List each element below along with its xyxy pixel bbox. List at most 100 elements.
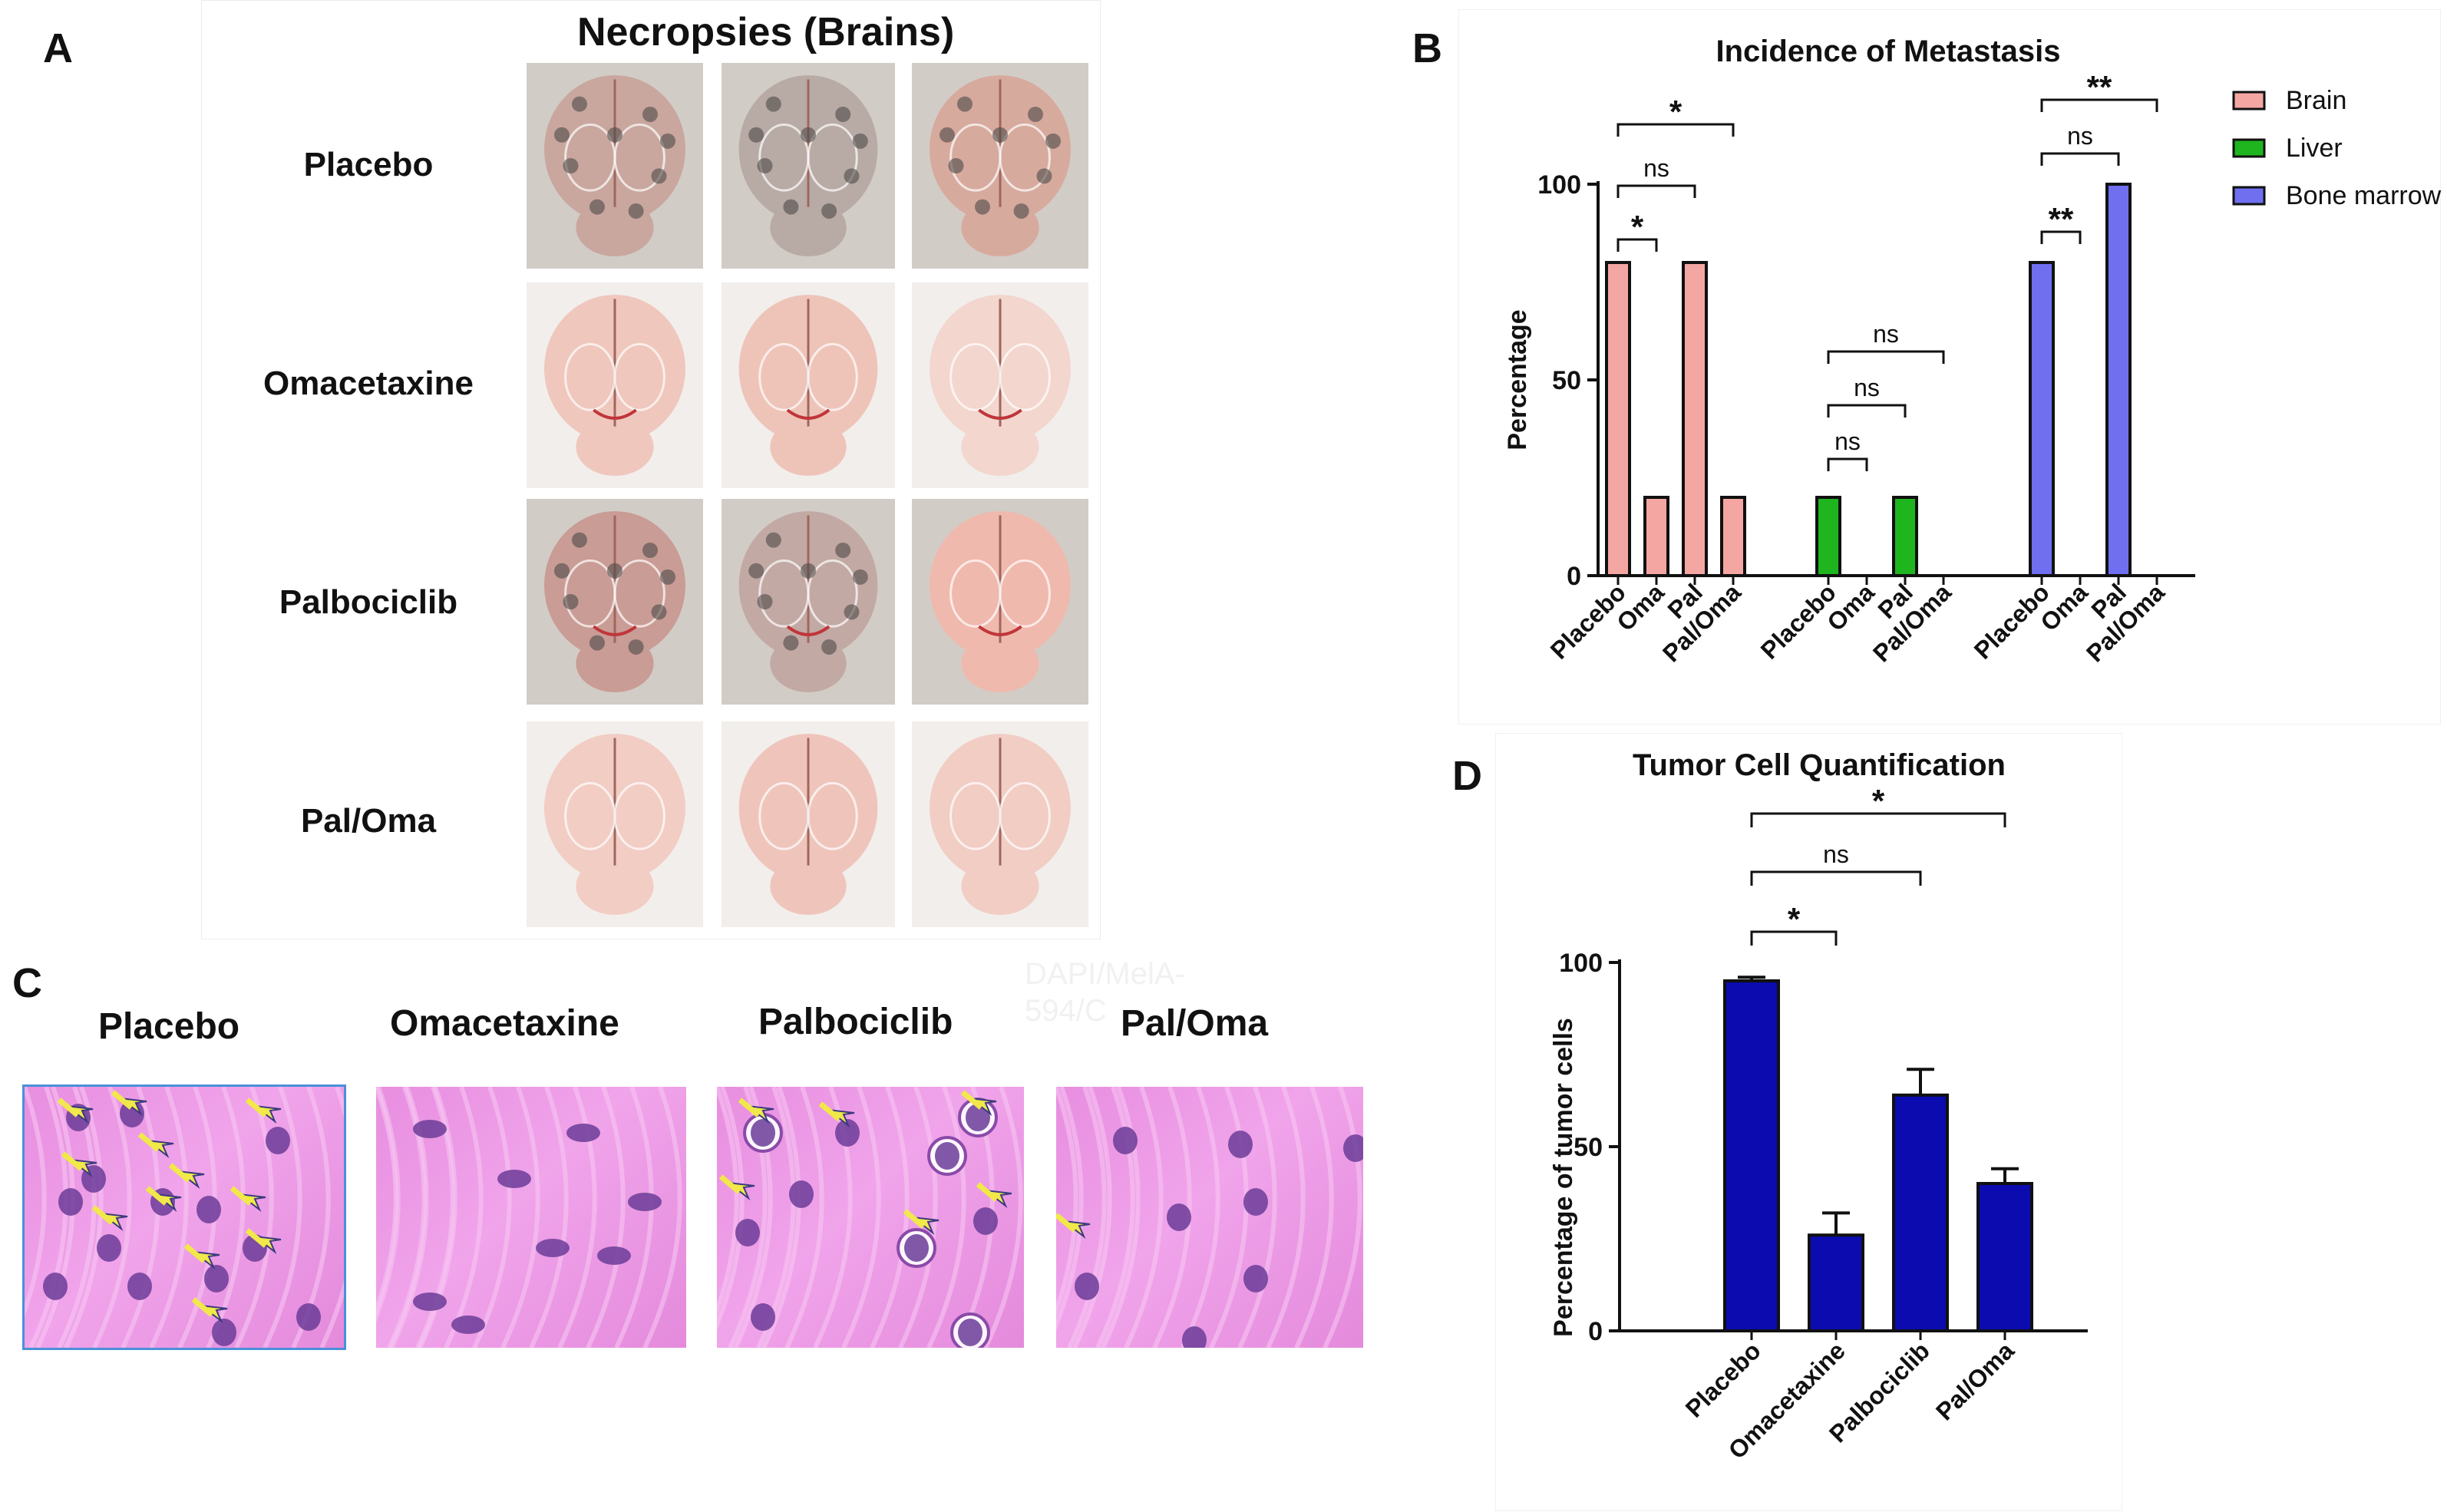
metastasis-spot: [651, 168, 667, 184]
brain-photo: [722, 721, 895, 927]
metastasis-spot: [1013, 203, 1029, 219]
y-axis-label: Percentage of tumor cells: [1549, 1018, 1578, 1337]
bar-tumor-cells: [1892, 1093, 1949, 1332]
cell-nucleus: [204, 1265, 229, 1292]
brain-photo-drawing: [544, 295, 685, 476]
tissue-fiber: [926, 1087, 966, 1348]
cell-nucleus: [266, 1127, 290, 1154]
tumor-cell-arrow-shaft: [1056, 1213, 1077, 1233]
tumor-cell-arrow-shaft: [903, 1209, 926, 1229]
cell-nucleus: [789, 1180, 814, 1208]
bar-brain: [1720, 496, 1746, 577]
cell-nucleus: [597, 1246, 631, 1265]
metastasis-spot: [757, 594, 773, 609]
cell-nucleus: [751, 1119, 775, 1147]
legend-label: Bone marrow: [2286, 181, 2442, 210]
metastasis-spot: [660, 569, 675, 585]
tissue-fiber: [376, 1087, 398, 1318]
significance-bracket: [1827, 404, 1907, 418]
chart-title: Incidence of Metastasis: [1716, 35, 2060, 68]
metastasis-spot: [628, 639, 644, 655]
cell-nucleus: [958, 1319, 982, 1346]
significance-label: *: [1631, 209, 1644, 245]
cell-nucleus: [497, 1170, 531, 1188]
metastasis-spot: [821, 203, 837, 219]
metastasis-spot: [607, 563, 622, 579]
legend-label: Liver: [2286, 134, 2343, 163]
x-tick-label: Pal/Oma: [1930, 1336, 2019, 1425]
significance-bracket: [1750, 812, 2006, 827]
bar-brain: [1605, 261, 1631, 577]
tissue-fiber: [92, 1087, 132, 1348]
cell-nucleus: [1228, 1131, 1253, 1158]
tissue-fiber: [1095, 1087, 1135, 1348]
row-label-pal-oma: Pal/Oma: [300, 802, 437, 840]
cell-nucleus: [904, 1234, 929, 1262]
x-tick-label: Pal/Oma: [1657, 578, 1746, 667]
tissue-fiber: [28, 1087, 68, 1348]
metastasis-spot: [589, 635, 605, 651]
metastasis-spot: [844, 168, 860, 184]
cell-nucleus: [451, 1316, 485, 1334]
histology-drawing: [1056, 1087, 1363, 1348]
tissue-fiber: [1056, 1087, 1078, 1318]
bar-brain: [1682, 261, 1708, 577]
tissue-fiber: [206, 1087, 246, 1348]
tissue-fiber: [1237, 1087, 1277, 1348]
brain-highlight: [613, 342, 665, 411]
significance-label: **: [2049, 201, 2074, 237]
metastasis-spot: [554, 127, 570, 143]
chart-tumor-cell-quantification: Tumor Cell Quantification Percentage of t…: [1549, 748, 2088, 1464]
brain-highlight: [999, 342, 1051, 411]
metastasis-spot: [1045, 133, 1061, 149]
tissue-fiber: [1124, 1087, 1164, 1348]
tissue-fiber: [64, 1087, 104, 1348]
brain-cerebellum: [961, 857, 1039, 915]
cell-membrane: [897, 1228, 936, 1268]
row-label-placebo: Placebo: [303, 146, 434, 183]
tissue-fiber: [1266, 1087, 1306, 1348]
tumor-cell-arrow-shaft: [245, 1098, 268, 1117]
tissue-fiber: [1101, 1087, 1141, 1348]
tissue-fiber: [1067, 1087, 1107, 1348]
brain-photo: [722, 63, 895, 269]
panel-a-frame: [201, 0, 1101, 939]
significance-label: ns: [1834, 428, 1861, 455]
brain-highlight: [999, 559, 1051, 628]
panel-d-letter: D: [1452, 753, 1482, 799]
tissue-fiber: [25, 1087, 47, 1318]
cell-nucleus: [127, 1273, 152, 1300]
bar-liver: [1892, 496, 1918, 577]
bar-liver: [1815, 496, 1841, 577]
histology-placebo: [22, 1084, 346, 1350]
tissue-fiber: [1294, 1087, 1334, 1348]
faded-watermark-text: DAPI/MelA- 594/C: [1025, 956, 1185, 1029]
metastasis-spot: [563, 594, 579, 609]
chart-title: Tumor Cell Quantification: [1633, 748, 2006, 782]
significance-bracket: [2040, 230, 2082, 244]
histo-label-palbociclib: Palbociclib: [758, 1002, 953, 1042]
cell-nucleus: [296, 1303, 321, 1331]
tissue-fiber: [1323, 1087, 1362, 1348]
metastasis-spot: [572, 532, 587, 548]
brain-cerebellum: [961, 418, 1039, 476]
significance-bracket: [1750, 870, 1922, 886]
tissue-fiber: [234, 1087, 274, 1348]
significance-label: *: [1669, 94, 1683, 130]
brain-highlight: [613, 123, 665, 192]
tumor-cell-arrow-shaft: [818, 1101, 841, 1121]
tumor-cell-arrow-shaft: [976, 1182, 999, 1202]
cell-nucleus: [97, 1234, 121, 1262]
y-tick-label: 50: [1574, 1133, 1603, 1162]
brain-highlight: [807, 342, 858, 411]
brain-cerebellum: [770, 857, 847, 915]
tissue-fiber: [121, 1087, 160, 1348]
metastasis-spot: [821, 639, 837, 655]
tumor-cell-arrow-shaft: [191, 1297, 214, 1317]
bar-tumor-cells: [1808, 1233, 1864, 1333]
hemorrhage-mark: [786, 408, 831, 420]
histology-drawing: [376, 1087, 682, 1348]
cell-nucleus: [935, 1142, 959, 1170]
bar-bone-marrow: [2105, 183, 2132, 577]
tissue-fiber: [500, 1087, 540, 1348]
